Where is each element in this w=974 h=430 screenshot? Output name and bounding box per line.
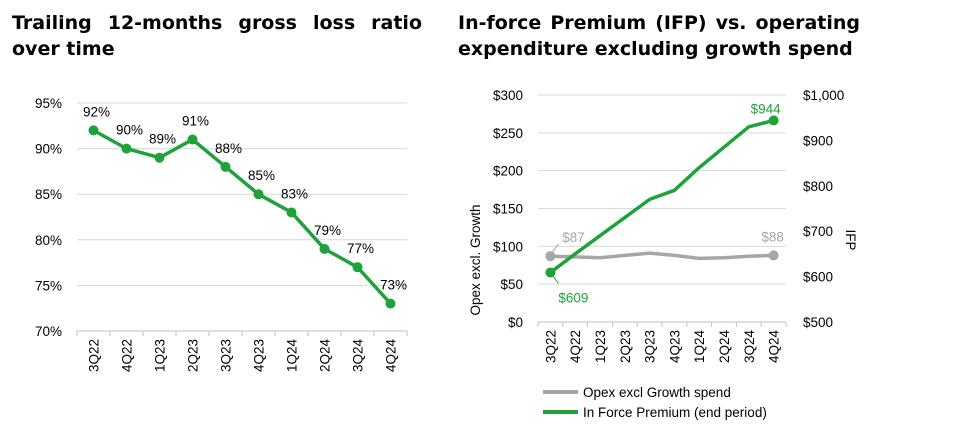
chart2-ifp-last-label: $944 xyxy=(751,101,782,116)
chart2-xtick-label: 4Q23 xyxy=(667,330,682,363)
chart1-data-point xyxy=(88,125,99,136)
chart1-xtick-label: 4Q23 xyxy=(252,339,267,372)
chart1-data-point xyxy=(352,262,363,273)
chart2-xtick-label: 3Q22 xyxy=(543,330,558,363)
chart1-data-label: 85% xyxy=(248,168,275,183)
chart2-xtick-label: 2Q24 xyxy=(717,330,732,364)
chart2-ytick-label: $100 xyxy=(493,239,523,254)
chart1-ytick-label: 75% xyxy=(35,278,62,293)
chart2-legend-label: Opex excl Growth spend xyxy=(583,385,731,400)
chart2-ifp-point xyxy=(768,115,779,126)
chart1-xtick-label: 3Q22 xyxy=(87,339,102,372)
chart2-ytick-label: $0 xyxy=(508,315,523,330)
chart2-title: In-force Premium (IFP) vs. operating exp… xyxy=(458,12,860,60)
chart1-data-label: 83% xyxy=(281,186,308,201)
chart2-y2tick-label: $600 xyxy=(803,270,833,285)
chart2-y2tick-label: $900 xyxy=(803,133,833,148)
chart1-series-line xyxy=(92,128,392,305)
chart2-ifp-point xyxy=(545,267,556,278)
chart1-data-point xyxy=(187,134,198,145)
chart2-ifp-line xyxy=(549,118,775,274)
chart1-ytick-label: 80% xyxy=(35,233,62,248)
chart2-y2tick-label: $800 xyxy=(803,179,833,194)
chart1-data-point xyxy=(220,161,231,172)
chart2-ytick-label: $250 xyxy=(493,126,523,141)
chart2-xtick-label: 2Q23 xyxy=(618,330,633,363)
chart2-xtick-label: 3Q24 xyxy=(742,330,757,364)
chart2-y2tick-label: $500 xyxy=(803,315,833,330)
chart1-data-label: 88% xyxy=(215,141,242,156)
chart1-data-label: 79% xyxy=(314,223,341,238)
chart1-title: Trailing 12-months gross loss ratio over… xyxy=(12,12,422,60)
chart2-ytick-label: $200 xyxy=(493,164,523,179)
chart1-data-label: 92% xyxy=(83,104,110,119)
chart2-xtick-label: 1Q24 xyxy=(692,330,707,364)
chart2-xtick-label: 4Q24 xyxy=(767,330,782,364)
chart1-data-point xyxy=(121,143,132,154)
chart2-opex-leader xyxy=(552,243,559,253)
chart2-ytick-label: $300 xyxy=(493,88,523,103)
chart1-data-label: 73% xyxy=(380,278,407,293)
chart1-xtick-label: 4Q24 xyxy=(384,339,399,373)
chart1-xtick-label: 4Q22 xyxy=(120,339,135,372)
chart2-xtick-label: 3Q23 xyxy=(643,330,658,363)
chart1-xtick-label: 1Q24 xyxy=(285,339,300,373)
chart2-opex-last-label: $88 xyxy=(761,229,784,244)
chart2-ifp-first-label: $609 xyxy=(558,291,588,306)
chart1-data-point xyxy=(154,152,165,163)
chart1-data-point xyxy=(286,207,297,218)
chart2-opex-first-label: $87 xyxy=(562,230,585,245)
chart1-data-label: 77% xyxy=(347,241,374,256)
chart1-data-point xyxy=(253,189,264,200)
chart2-y2tick-label: $700 xyxy=(803,224,833,239)
chart2-ylabel: Opex excl. Growth xyxy=(468,204,483,315)
chart2-xtick-label: 4Q22 xyxy=(568,330,583,363)
chart1-data-point xyxy=(385,298,396,309)
chart1-data-label: 90% xyxy=(116,123,143,138)
chart1-xtick-label: 3Q24 xyxy=(351,339,366,373)
chart2-ytick-label: $150 xyxy=(493,202,523,217)
chart2-opex-point xyxy=(545,251,556,262)
chart1-ytick-label: 70% xyxy=(35,324,62,339)
chart1-xtick-label: 2Q24 xyxy=(318,339,333,373)
chart2-legend-label: In Force Premium (end period) xyxy=(583,405,767,420)
chart1-xtick-label: 1Q23 xyxy=(153,339,168,372)
chart2-ytick-label: $50 xyxy=(500,277,523,292)
chart1-data-label: 91% xyxy=(182,113,209,128)
chart1-data-label: 89% xyxy=(149,132,176,147)
chart2-y2label: IFP xyxy=(843,229,858,250)
chart2-y2tick-label: $1,000 xyxy=(803,88,844,103)
chart1-ytick-label: 85% xyxy=(35,187,62,202)
chart2-xtick-label: 1Q23 xyxy=(593,330,608,363)
chart1-xtick-label: 3Q23 xyxy=(219,339,234,372)
chart2-opex-point xyxy=(768,250,779,261)
chart1-ytick-label: 90% xyxy=(35,142,62,157)
chart1-xtick-label: 2Q23 xyxy=(186,339,201,372)
chart2-ifp-leader xyxy=(552,276,559,284)
chart1-data-point xyxy=(319,243,330,254)
chart2-opex-line xyxy=(550,251,774,261)
chart1-ytick-label: 95% xyxy=(35,96,62,111)
